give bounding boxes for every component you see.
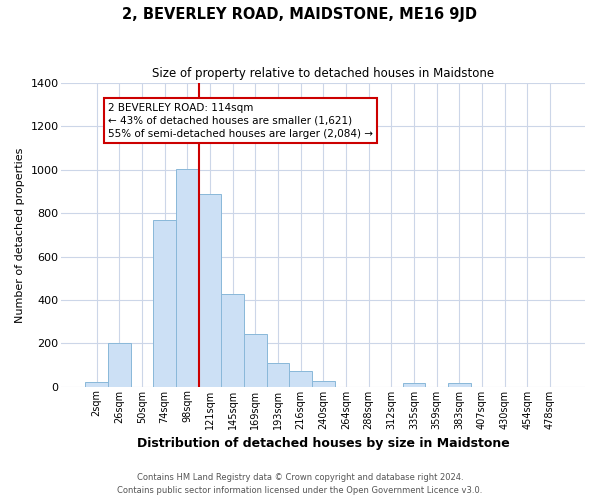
Bar xyxy=(108,344,131,386)
Y-axis label: Number of detached properties: Number of detached properties xyxy=(15,147,25,322)
Text: 2, BEVERLEY ROAD, MAIDSTONE, ME16 9JD: 2, BEVERLEY ROAD, MAIDSTONE, ME16 9JD xyxy=(122,8,478,22)
X-axis label: Distribution of detached houses by size in Maidstone: Distribution of detached houses by size … xyxy=(137,437,509,450)
Bar xyxy=(289,372,312,386)
Bar xyxy=(244,334,266,386)
Title: Size of property relative to detached houses in Maidstone: Size of property relative to detached ho… xyxy=(152,68,494,80)
Text: Contains HM Land Registry data © Crown copyright and database right 2024.
Contai: Contains HM Land Registry data © Crown c… xyxy=(118,474,482,495)
Bar xyxy=(176,168,199,386)
Bar xyxy=(85,382,108,386)
Bar xyxy=(448,384,470,386)
Bar xyxy=(153,220,176,386)
Bar xyxy=(266,363,289,386)
Bar xyxy=(403,384,425,386)
Bar xyxy=(199,194,221,386)
Text: 2 BEVERLEY ROAD: 114sqm
← 43% of detached houses are smaller (1,621)
55% of semi: 2 BEVERLEY ROAD: 114sqm ← 43% of detache… xyxy=(108,102,373,139)
Bar xyxy=(221,294,244,386)
Bar xyxy=(312,381,335,386)
